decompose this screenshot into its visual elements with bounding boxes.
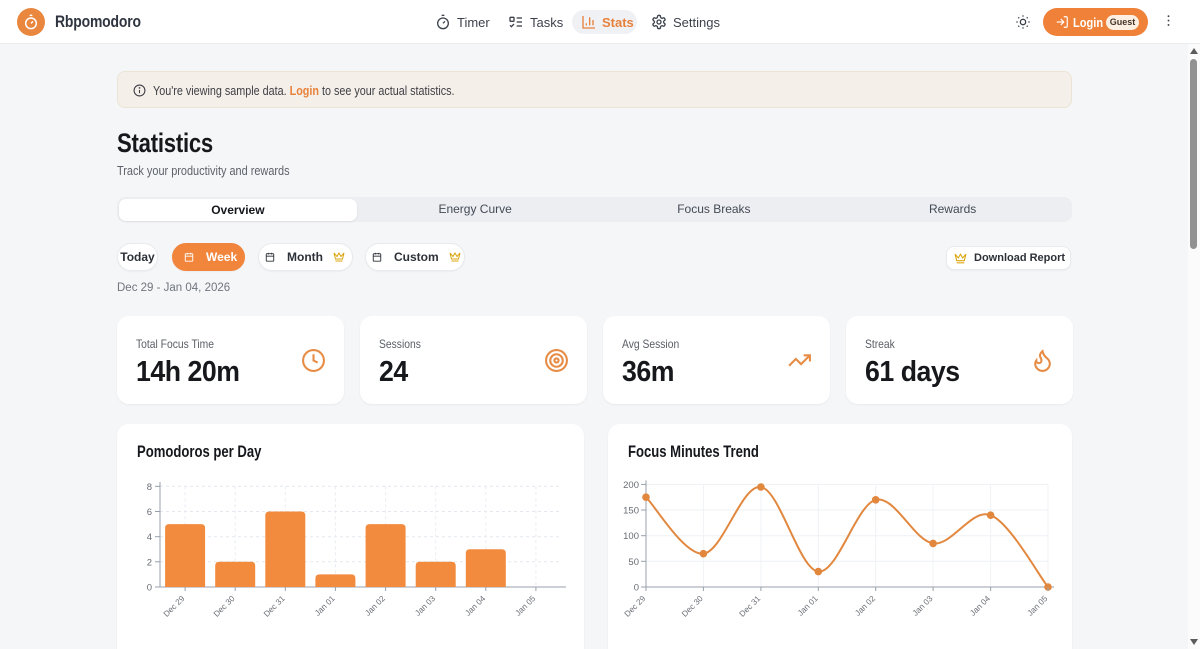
svg-text:Dec 31: Dec 31	[262, 594, 287, 619]
svg-text:Jan 03: Jan 03	[413, 594, 437, 618]
svg-text:Dec 30: Dec 30	[212, 594, 237, 619]
svg-text:50: 50	[628, 557, 639, 568]
svg-text:0: 0	[147, 583, 152, 594]
svg-text:Jan 05: Jan 05	[1026, 594, 1050, 618]
svg-text:Dec 29: Dec 29	[623, 594, 648, 619]
svg-text:Dec 30: Dec 30	[680, 594, 705, 619]
svg-text:100: 100	[623, 531, 639, 542]
svg-text:Dec 31: Dec 31	[738, 594, 763, 619]
svg-text:Jan 03: Jan 03	[911, 594, 935, 618]
svg-text:4: 4	[147, 532, 152, 543]
svg-text:150: 150	[623, 506, 639, 517]
svg-text:Jan 05: Jan 05	[514, 594, 538, 618]
svg-text:Dec 29: Dec 29	[162, 594, 187, 619]
svg-text:Jan 02: Jan 02	[853, 594, 877, 618]
svg-text:Jan 01: Jan 01	[313, 594, 337, 618]
svg-text:6: 6	[147, 507, 152, 518]
svg-text:0: 0	[634, 583, 639, 594]
svg-text:Jan 04: Jan 04	[968, 594, 992, 618]
svg-text:8: 8	[147, 482, 152, 493]
svg-text:200: 200	[623, 480, 639, 491]
svg-text:Jan 04: Jan 04	[463, 594, 487, 618]
svg-text:2: 2	[147, 557, 152, 568]
svg-text:Jan 02: Jan 02	[363, 594, 387, 618]
svg-text:Jan 01: Jan 01	[796, 594, 820, 618]
